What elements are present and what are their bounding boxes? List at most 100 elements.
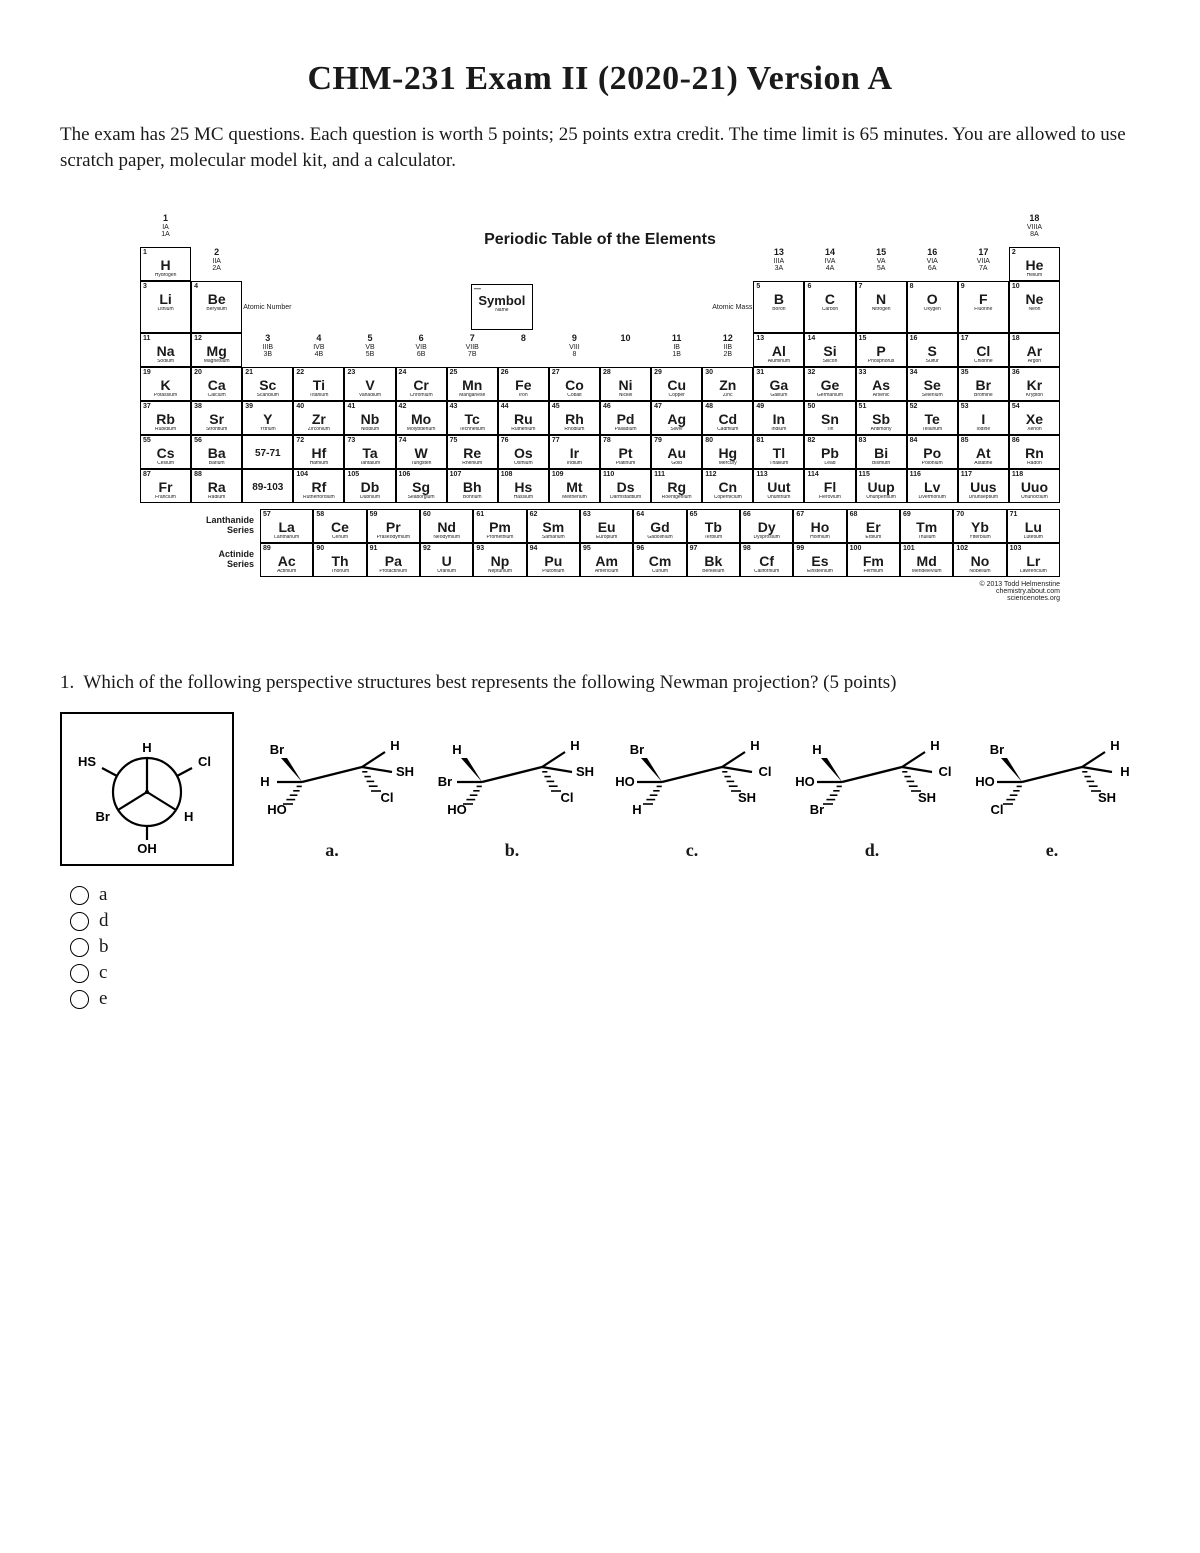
svg-text:SH: SH (738, 790, 756, 805)
element-cell: 12MgMagnesium (191, 333, 242, 367)
element-cell: 41NbNiobium (344, 401, 395, 435)
element-cell: 105DbDubnium (344, 469, 395, 503)
group-label: 10 (600, 333, 651, 367)
structure-option: H HO Br H Cl SH b. (424, 712, 600, 861)
radio-icon[interactable] (70, 964, 89, 983)
element-cell: 31GaGallium (753, 367, 804, 401)
element-cell: 86RnRadon (1009, 435, 1060, 469)
element-cell: 30ZnZinc (702, 367, 753, 401)
svg-text:H: H (930, 738, 939, 753)
element-cell: 39YYttrium (242, 401, 293, 435)
group-label: 3IIIB3B (242, 333, 293, 367)
option-label: b. (505, 840, 520, 861)
element-cell: 34SeSelenium (907, 367, 958, 401)
element-cell: 101MdMendelevium (900, 543, 953, 577)
element-cell: 66DyDysprosium (740, 509, 793, 543)
radio-icon[interactable] (70, 886, 89, 905)
element-cell: 56BaBarium (191, 435, 242, 469)
element-cell: 52TeTellurium (907, 401, 958, 435)
element-cell: 61PmPromethium (473, 509, 526, 543)
exam-instructions: The exam has 25 MC questions. Each quest… (60, 122, 1140, 173)
element-cell: 29CuCopper (651, 367, 702, 401)
newman-projection: H Br H HS Cl OH (60, 712, 234, 866)
element-cell: 96CmCurium (633, 543, 686, 577)
svg-text:Cl: Cl (381, 790, 394, 805)
element-cell: 32GeGermanium (804, 367, 855, 401)
svg-text:HO: HO (447, 802, 467, 817)
element-cell: 81TlThallium (753, 435, 804, 469)
periodic-table-credit: © 2013 Todd Helmenstinechemistry.about.c… (140, 581, 1060, 602)
answer-choice[interactable]: a (70, 884, 1140, 906)
element-cell: 2HeHelium (1009, 247, 1060, 281)
element-cell: 85AtAstatine (958, 435, 1009, 469)
element-cell: 20CaCalcium (191, 367, 242, 401)
group-label: 7VIIB7B (447, 333, 498, 367)
element-cell: 51SbAntimony (856, 401, 907, 435)
svg-text:HO: HO (795, 774, 815, 789)
svg-text:H: H (812, 742, 821, 757)
element-cell: 58CeCerium (313, 509, 366, 543)
element-cell: 88RaRadium (191, 469, 242, 503)
element-cell: 100FmFermium (847, 543, 900, 577)
element-cell: 55CsCesium (140, 435, 191, 469)
svg-text:H: H (390, 738, 399, 753)
element-cell: 59PrPraseodymium (367, 509, 420, 543)
element-cell: 69TmThulium (900, 509, 953, 543)
element-cell: 64GdGadolinium (633, 509, 686, 543)
radio-icon[interactable] (70, 938, 89, 957)
element-cell: 46PdPalladium (600, 401, 651, 435)
element-cell: 117UusUnunseptium (958, 469, 1009, 503)
answer-choice[interactable]: b (70, 936, 1140, 958)
element-cell: 82PbLead (804, 435, 855, 469)
element-cell: 11NaSodium (140, 333, 191, 367)
element-cell: 26FeIron (498, 367, 549, 401)
group-label: 16VIA6A (907, 247, 958, 281)
element-cell: 62SmSamarium (527, 509, 580, 543)
element-cell: 67HoHolmium (793, 509, 846, 543)
element-cell: 13AlAluminum (753, 333, 804, 367)
svg-text:H: H (142, 740, 151, 755)
element-cell: 92UUranium (420, 543, 473, 577)
element-cell: 75ReRhenium (447, 435, 498, 469)
svg-text:SH: SH (1098, 790, 1116, 805)
svg-text:H: H (632, 802, 641, 817)
element-cell: 77IrIridium (549, 435, 600, 469)
periodic-table: Periodic Table of the Elements 1IA1A18VI… (140, 213, 1060, 602)
element-cell: 6CCarbon (804, 281, 855, 333)
element-cell: 113UutUnuntrium (753, 469, 804, 503)
element-cell: 35BrBromine (958, 367, 1009, 401)
question-number: 1. (60, 672, 74, 693)
element-cell: 9FFluorine (958, 281, 1009, 333)
element-cell: 99EsEinsteinium (793, 543, 846, 577)
element-cell: 16SSulfur (907, 333, 958, 367)
element-cell: 102NoNobelium (953, 543, 1006, 577)
element-cell: 38SrStrontium (191, 401, 242, 435)
element-cell: 97BkBerkelium (687, 543, 740, 577)
svg-text:OH: OH (137, 841, 157, 856)
element-cell: 5BBoron (753, 281, 804, 333)
svg-text:HS: HS (78, 754, 96, 769)
radio-icon[interactable] (70, 912, 89, 931)
answer-choice[interactable]: d (70, 910, 1140, 932)
svg-text:H: H (184, 809, 193, 824)
svg-text:H: H (260, 774, 269, 789)
element-cell: 43TcTechnetium (447, 401, 498, 435)
structure-option: H Br HO H SH Cl d. (784, 712, 960, 861)
answer-choice[interactable]: e (70, 988, 1140, 1010)
element-cell: 91PaProtactinium (367, 543, 420, 577)
element-cell: 54XeXenon (1009, 401, 1060, 435)
element-cell: 27CoCobalt (549, 367, 600, 401)
element-cell: 72HfHafnium (293, 435, 344, 469)
radio-icon[interactable] (70, 990, 89, 1009)
element-cell: 118UuoUnunoctium (1009, 469, 1060, 503)
element-cell: 110DsDarmstadtium (600, 469, 651, 503)
answer-letter: b (99, 936, 109, 958)
answer-choice[interactable]: c (70, 962, 1140, 984)
element-cell: 24CrChromium (396, 367, 447, 401)
element-cell: 106SgSeaborgium (396, 469, 447, 503)
option-label: e. (1046, 840, 1059, 861)
element-cell: 98CfCalifornium (740, 543, 793, 577)
question-body: Which of the following perspective struc… (83, 672, 896, 693)
element-cell: 17ClChlorine (958, 333, 1009, 367)
element-cell: 57LaLanthanum (260, 509, 313, 543)
